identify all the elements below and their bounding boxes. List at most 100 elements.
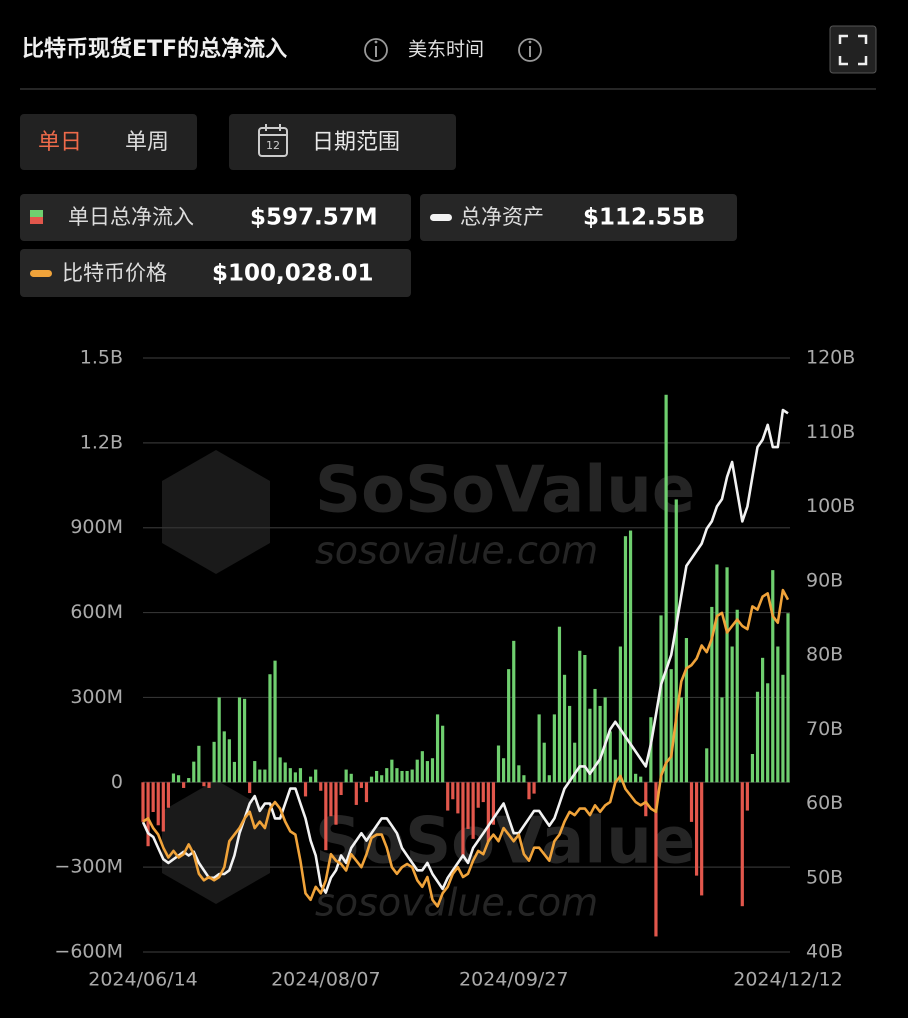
bar	[766, 683, 770, 783]
watermark-brand: SoSoValue	[315, 805, 695, 879]
legend-name[interactable]: 单日总净流入	[68, 205, 194, 229]
legend-chip	[20, 249, 411, 297]
bar	[415, 759, 419, 783]
bar	[603, 697, 607, 783]
bar	[598, 705, 602, 783]
bar	[400, 770, 404, 783]
date-range-button[interactable]: 12 日期范围	[229, 114, 456, 170]
tab[interactable]: 单日	[38, 130, 82, 155]
bar	[501, 758, 506, 783]
bar	[547, 775, 551, 783]
bar	[486, 782, 490, 842]
bar	[705, 748, 709, 783]
bar	[542, 742, 546, 783]
bar	[715, 564, 719, 783]
bar	[613, 759, 617, 783]
bar	[314, 769, 318, 783]
bar	[146, 782, 150, 847]
line	[142, 588, 790, 908]
legend-value: $100,028.01	[212, 261, 374, 287]
bar	[202, 782, 206, 787]
bar	[471, 782, 475, 839]
bar	[664, 394, 668, 783]
bar	[222, 731, 226, 783]
bar	[644, 782, 648, 817]
tab[interactable]: 单周	[125, 130, 169, 155]
y2-tick-label: 70B	[806, 718, 843, 740]
bar	[694, 782, 699, 876]
bar	[227, 739, 231, 783]
bar	[537, 714, 541, 783]
legend-chip	[420, 194, 737, 241]
fullscreen-button[interactable]	[829, 25, 877, 74]
bar	[755, 691, 760, 783]
bar	[720, 697, 724, 783]
watermark-brand: SoSoValue	[315, 454, 695, 528]
bar	[161, 782, 165, 832]
bar	[745, 782, 749, 811]
bar	[319, 782, 323, 791]
bar	[776, 646, 780, 783]
bar	[481, 782, 485, 803]
bar	[359, 782, 363, 788]
bar	[390, 759, 394, 783]
bar	[735, 609, 739, 783]
bar	[634, 773, 638, 783]
y-tick-label: 1.2B	[80, 431, 123, 453]
bar	[456, 782, 460, 814]
bar	[689, 782, 694, 822]
legend-value: $597.57M	[250, 205, 378, 231]
bar	[242, 698, 247, 783]
bar	[435, 714, 440, 783]
bar	[151, 782, 155, 812]
y-tick-label: 900M	[70, 516, 123, 538]
bar	[344, 769, 348, 783]
bar	[308, 776, 313, 783]
legend: 单日总净流入 $597.57M 总净资产 $112.55B 比特币价格 $100…	[20, 194, 737, 297]
bar	[674, 499, 678, 783]
bar	[750, 754, 755, 783]
bar	[730, 646, 734, 783]
bar	[684, 638, 689, 783]
bar	[253, 761, 257, 783]
bar	[669, 669, 673, 783]
y2-tick-label: 60B	[806, 792, 843, 814]
legend-chip	[20, 194, 411, 241]
bar	[568, 705, 572, 783]
bar	[410, 769, 414, 783]
bar	[207, 782, 211, 788]
bar	[608, 731, 612, 783]
bar	[278, 757, 282, 783]
bar	[334, 782, 338, 825]
legend-name[interactable]: 总净资产	[460, 205, 544, 229]
bar	[395, 768, 399, 783]
bar	[349, 773, 353, 783]
legend-value: $112.55B	[583, 205, 705, 231]
bar	[446, 782, 450, 811]
legend-name[interactable]: 比特币价格	[62, 261, 167, 285]
y-tick-label: 1.5B	[80, 347, 123, 369]
bar	[339, 782, 343, 796]
bar	[588, 708, 592, 783]
bar	[593, 688, 597, 783]
bar	[679, 697, 683, 783]
watermark-site: sosovalue.com	[315, 529, 598, 573]
x-tick-label: 2024/12/12	[733, 969, 843, 991]
y2-tick-label: 90B	[806, 569, 843, 591]
y2-tick-label: 100B	[806, 495, 855, 517]
watermark: SoSoValue sosovalue.com SoSoValue sosova…	[162, 450, 695, 925]
bar	[303, 782, 308, 797]
bar	[141, 782, 145, 822]
bar	[329, 782, 333, 817]
bar	[192, 761, 196, 783]
info-icon[interactable]	[364, 38, 388, 62]
legend-swatch	[430, 214, 452, 221]
x-tick-label: 2024/08/07	[271, 969, 381, 991]
bar	[451, 782, 455, 800]
bar	[385, 768, 389, 783]
legend-swatch	[30, 217, 43, 224]
y-tick-label: −300M	[54, 856, 123, 878]
bar	[628, 530, 633, 783]
bar	[562, 674, 567, 783]
info-icon[interactable]	[518, 38, 542, 62]
